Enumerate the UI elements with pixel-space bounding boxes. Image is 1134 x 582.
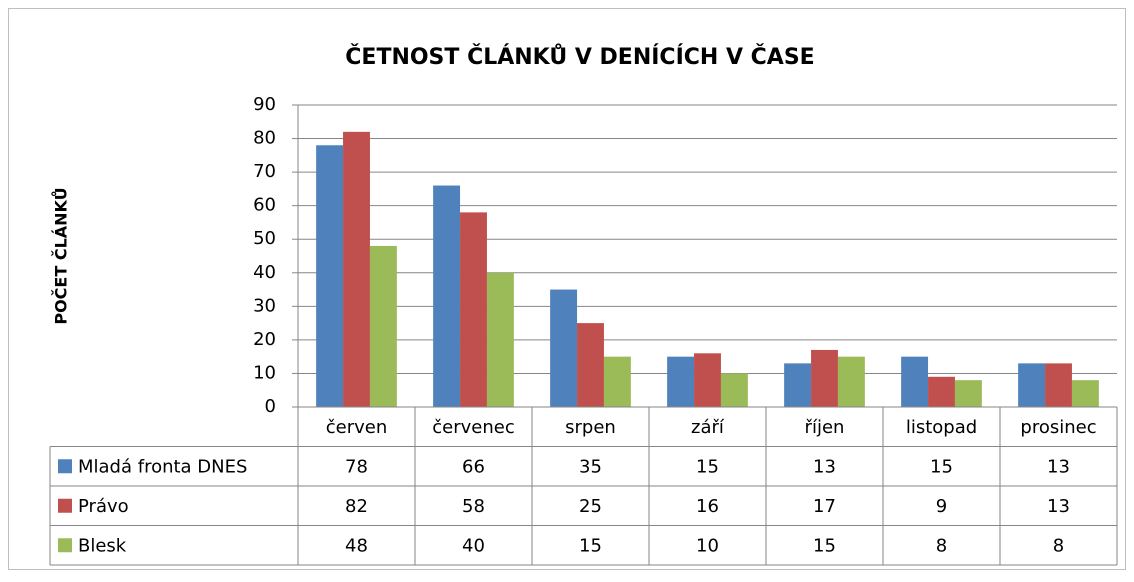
bar	[1018, 363, 1046, 407]
y-tick-label: 50	[253, 228, 276, 249]
x-tick-label: prosinec	[1020, 417, 1096, 438]
legend-label: Blesk	[78, 535, 127, 556]
x-tick-label: listopad	[906, 417, 977, 438]
table-value: 9	[936, 496, 947, 517]
bar	[603, 356, 631, 407]
bar	[460, 212, 487, 407]
table-value: 58	[462, 496, 485, 517]
bar	[577, 323, 604, 407]
table-value: 15	[696, 456, 719, 477]
bar	[901, 356, 929, 407]
table-value: 13	[813, 456, 836, 477]
legend-label: Právo	[78, 496, 129, 517]
bar	[433, 185, 461, 407]
bar	[720, 373, 748, 407]
y-tick-label: 0	[265, 396, 276, 417]
y-axis-label: POČET ČLÁNKŮ	[52, 187, 71, 324]
bar	[1071, 380, 1099, 407]
bar	[369, 245, 397, 407]
bar	[928, 376, 955, 407]
legend-key	[58, 459, 72, 474]
y-tick-label: 10	[253, 362, 276, 383]
table-value: 25	[579, 496, 602, 517]
y-tick-label: 60	[253, 195, 276, 216]
table-value: 16	[696, 496, 719, 517]
y-tick-label: 30	[253, 295, 276, 316]
x-tick-label: říjen	[805, 417, 845, 438]
bar	[486, 272, 514, 407]
table-value: 15	[930, 456, 953, 477]
table-value: 82	[345, 496, 368, 517]
legend-key	[58, 538, 72, 553]
bar	[694, 353, 721, 407]
table-value: 35	[579, 456, 602, 477]
y-tick-label: 40	[253, 262, 276, 283]
table-value: 15	[579, 535, 602, 556]
y-tick-label: 70	[253, 161, 276, 182]
table-value: 13	[1047, 496, 1070, 517]
x-tick-label: září	[691, 417, 725, 438]
x-tick-label: červen	[326, 417, 388, 438]
table-value: 8	[1053, 535, 1064, 556]
table-value: 40	[462, 535, 485, 556]
table-value: 15	[813, 535, 836, 556]
bar	[343, 131, 370, 407]
table-value: 17	[813, 496, 836, 517]
table-value: 10	[696, 535, 719, 556]
x-tick-label: srpen	[565, 417, 616, 438]
y-tick-label: 20	[253, 329, 276, 350]
x-tick-label: červenec	[432, 417, 514, 438]
y-tick-label: 90	[253, 94, 276, 115]
bar	[784, 363, 812, 407]
table-value: 78	[345, 456, 368, 477]
bar	[837, 356, 865, 407]
chart-border	[8, 8, 1126, 570]
table-value: 13	[1047, 456, 1070, 477]
table-value: 48	[345, 535, 368, 556]
bar	[811, 349, 838, 407]
bar	[667, 356, 695, 407]
legend-label: Mladá fronta DNES	[78, 456, 247, 477]
table-value: 66	[462, 456, 485, 477]
chart-title: ČETNOST ČLÁNKŮ V DENÍCÍCH V ČASE	[345, 44, 814, 70]
table-value: 8	[936, 535, 947, 556]
legend-key	[58, 498, 72, 513]
bar	[1045, 363, 1072, 407]
y-tick-label: 80	[253, 128, 276, 149]
bar	[316, 145, 344, 407]
bar	[550, 289, 578, 407]
bar	[954, 380, 982, 407]
